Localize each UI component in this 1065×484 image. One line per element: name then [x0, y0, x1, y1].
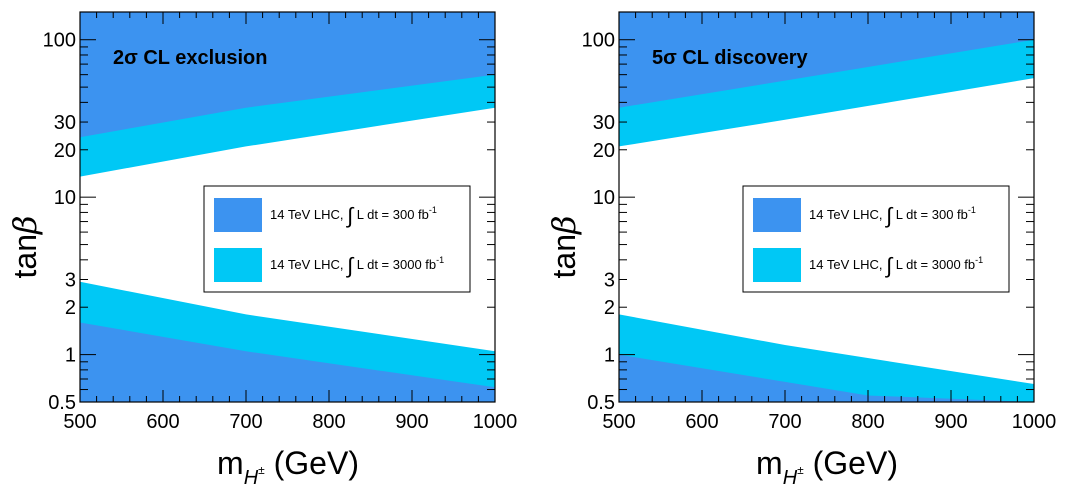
x-axis-title: mH± (GeV)	[756, 445, 898, 484]
x-tick-label: 700	[229, 411, 262, 433]
x-tick-label: 600	[146, 411, 179, 433]
y-tick-label: 100	[43, 30, 76, 52]
legend-swatch	[753, 248, 801, 282]
plot-area	[80, 12, 495, 402]
y-tick-label: 3	[604, 269, 615, 291]
y-tick-label: 1	[604, 345, 615, 367]
x-tick-label: 600	[685, 411, 718, 433]
y-tick-label: 30	[54, 112, 76, 134]
legend-swatch	[214, 198, 262, 232]
y-tick-label: 0.5	[587, 392, 615, 414]
y-axis-title: tanβ	[545, 216, 583, 279]
y-tick-label: 30	[593, 112, 615, 134]
panel-title: 2σ CL exclusion	[113, 47, 267, 69]
x-tick-label: 500	[602, 411, 635, 433]
excluded-region-low-300fb	[80, 322, 495, 402]
legend-label: 14 TeV LHC, ∫ L dt = 300 fb-1	[270, 203, 437, 228]
y-tick-label: 10	[54, 187, 76, 209]
legend-label: 14 TeV LHC, ∫ L dt = 3000 fb-1	[270, 253, 444, 278]
x-tick-label: 800	[851, 411, 884, 433]
y-tick-label: 1	[65, 345, 76, 367]
x-tick-label: 1000	[1012, 411, 1057, 433]
y-tick-label: 20	[54, 140, 76, 162]
y-tick-label: 10	[593, 187, 615, 209]
plot-area	[619, 12, 1034, 402]
excluded-region-low-300fb	[619, 354, 1034, 402]
x-tick-label: 700	[768, 411, 801, 433]
y-tick-label: 3	[65, 269, 76, 291]
excluded-region-high-300fb	[619, 12, 1034, 108]
plot-frame	[618, 11, 1035, 403]
panel-title: 5σ CL discovery	[652, 47, 808, 69]
x-tick-label: 800	[312, 411, 345, 433]
y-tick-label: 2	[65, 297, 76, 319]
y-tick-label: 0.5	[48, 392, 76, 414]
plot-frame	[79, 11, 496, 403]
x-tick-label: 1000	[473, 411, 518, 433]
y-tick-label: 2	[604, 297, 615, 319]
chart-panel-1: 500 600 700 800 900 1000 0.5 1 2 3 10 20 30 100 2σ CL …	[6, 11, 518, 484]
y-axis-title: tanβ	[6, 216, 44, 279]
y-tick-label: 20	[593, 140, 615, 162]
x-tick-label: 900	[395, 411, 428, 433]
x-axis-title: mH± (GeV)	[217, 445, 359, 484]
chart-panel-2: 500 600 700 800 900 1000 0.5 1 2 3 10 20 30 100 5σ CL …	[545, 11, 1057, 484]
legend: 14 TeV LHC, ∫ L dt = 300 fb-1 14 TeV LHC,…	[742, 185, 1010, 293]
legend-label: 14 TeV LHC, ∫ L dt = 3000 fb-1	[809, 253, 983, 278]
legend-swatch	[753, 198, 801, 232]
x-tick-label: 500	[63, 411, 96, 433]
legend-swatch	[214, 248, 262, 282]
excluded-region-high-300fb	[80, 12, 495, 138]
x-tick-label: 900	[934, 411, 967, 433]
legend-label: 14 TeV LHC, ∫ L dt = 300 fb-1	[809, 203, 976, 228]
y-tick-label: 100	[582, 30, 615, 52]
legend: 14 TeV LHC, ∫ L dt = 300 fb-1 14 TeV LHC,…	[203, 185, 471, 293]
